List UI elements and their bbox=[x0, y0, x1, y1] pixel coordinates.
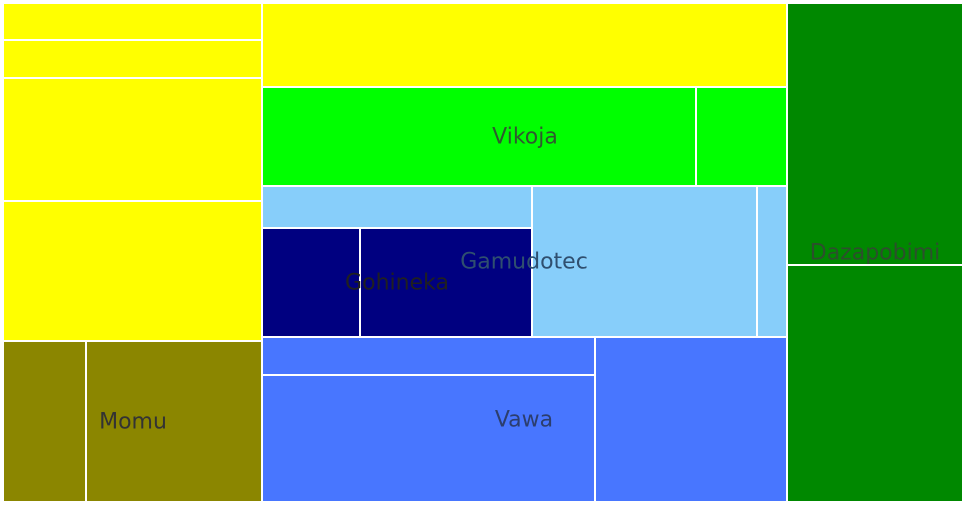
treemap-cell-dazapobimi-1 bbox=[787, 3, 963, 265]
treemap-cell-vikoja-2 bbox=[3, 40, 262, 78]
treemap-cell-momu-2 bbox=[86, 341, 262, 502]
treemap-cell-gohineka-1 bbox=[262, 228, 360, 337]
treemap-cell-vawa-2 bbox=[262, 375, 595, 502]
treemap-cell-gamudotec-2 bbox=[532, 186, 757, 337]
treemap-cell-momu-1 bbox=[3, 341, 86, 502]
treemap-cell-gohineka-2 bbox=[360, 228, 532, 337]
treemap-cell-gamudotec-1 bbox=[262, 186, 532, 228]
treemap-cell-vikoja-4 bbox=[3, 201, 262, 341]
treemap-cell-vikoja-1 bbox=[262, 87, 696, 186]
treemap-cell-gamudotec-3 bbox=[757, 186, 787, 337]
treemap-cell-vikoja-5 bbox=[262, 3, 787, 87]
treemap-cell-vikoja-3 bbox=[3, 78, 262, 201]
treemap-cell-vawa-1 bbox=[262, 337, 595, 375]
treemap-cell-vikoja-1 bbox=[3, 3, 262, 40]
treemap-cell-vikoja-2 bbox=[696, 87, 787, 186]
treemap-cell-vawa-3 bbox=[595, 337, 787, 502]
treemap-cell-dazapobimi-2 bbox=[787, 265, 963, 502]
